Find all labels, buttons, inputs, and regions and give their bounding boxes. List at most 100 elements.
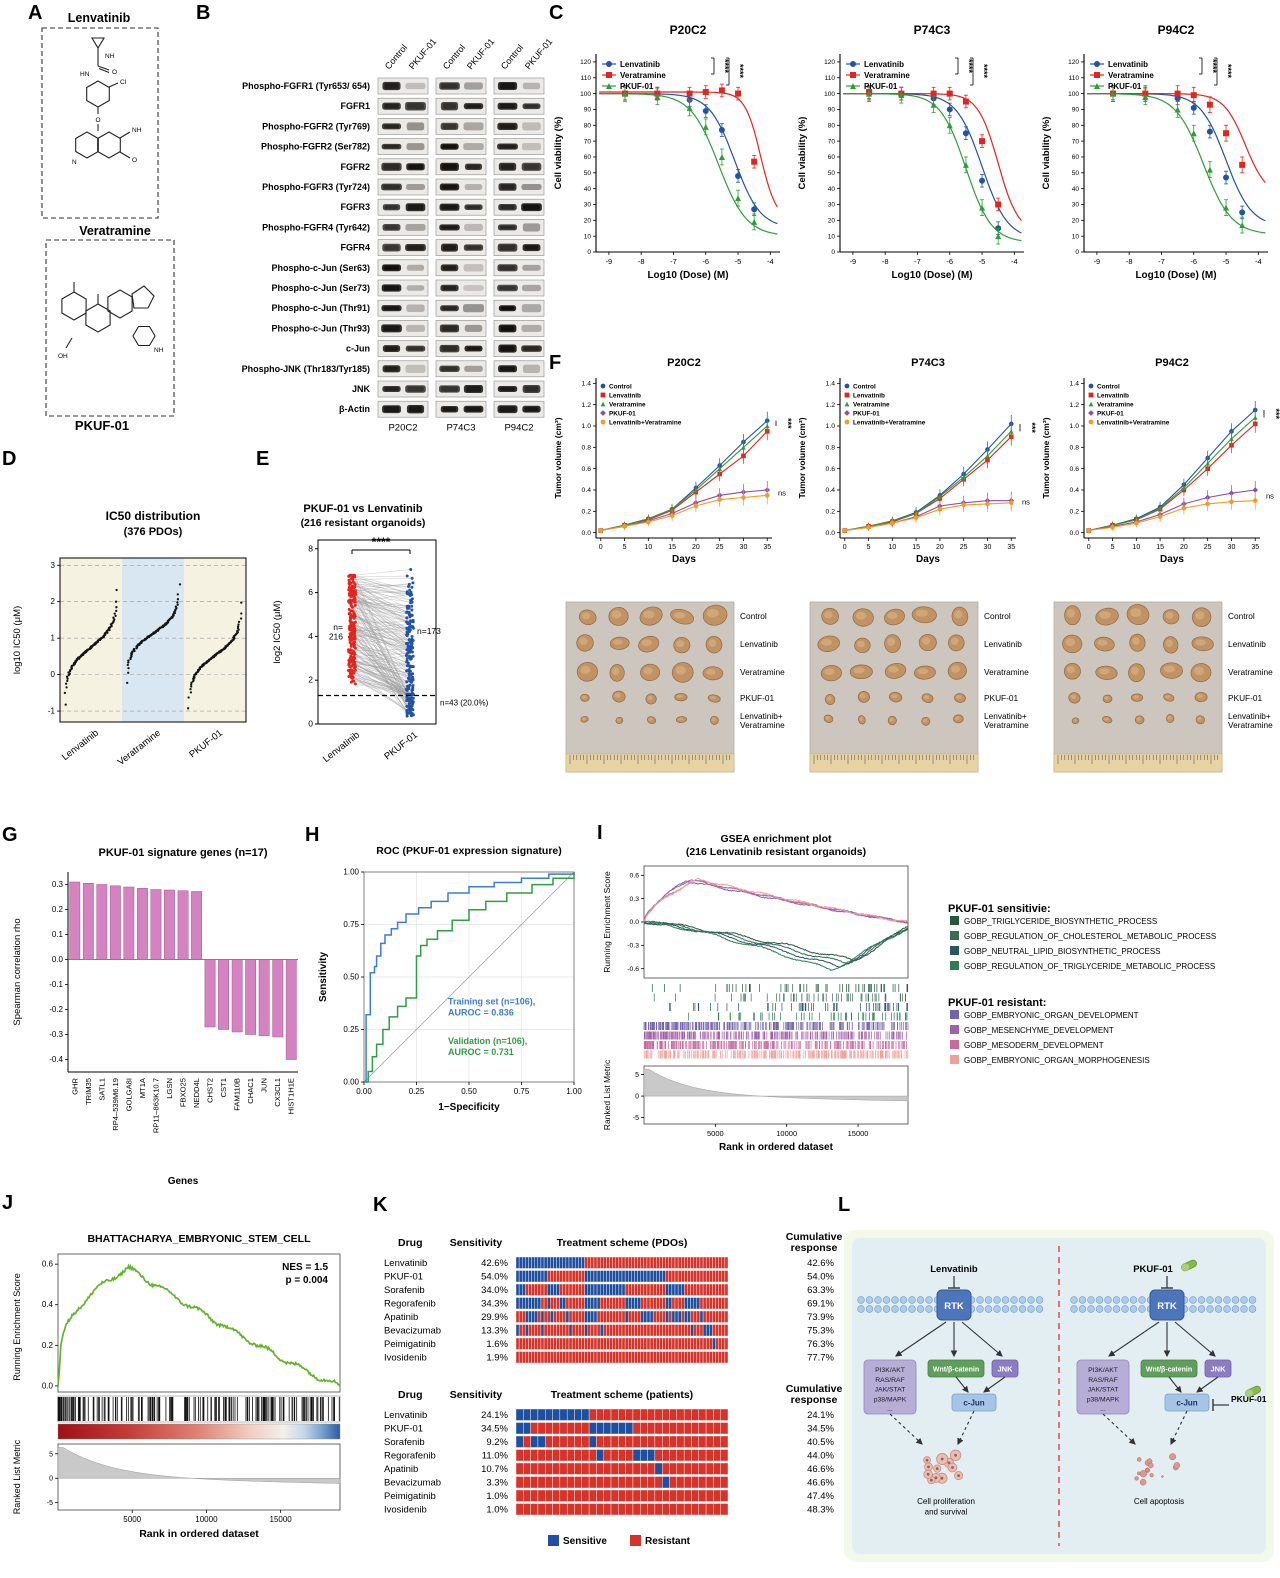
text: 20 — [1072, 218, 1080, 225]
blot-strip — [435, 400, 487, 418]
tumor-photo-1: Control Lenvatinib Veratramine PKUF-01 Lenva… — [809, 601, 1029, 773]
blot-band — [463, 304, 484, 313]
text: -1 — [48, 707, 56, 716]
text: 0 — [49, 1476, 53, 1483]
text: 1.00 — [343, 868, 359, 877]
text: 0.00 — [356, 1087, 372, 1096]
text: HN — [80, 71, 90, 78]
gene-label: RP4–539M6.19 — [111, 1078, 120, 1131]
legend-swatch — [950, 1055, 959, 1064]
text: 0 — [1075, 249, 1079, 256]
lane-header: PKUF-01 — [407, 37, 438, 72]
text: 3 — [51, 561, 56, 570]
pathway-line: RAS/RAF — [875, 1377, 904, 1384]
text: 1.0 — [826, 423, 836, 430]
gene-label: LGSN — [165, 1078, 174, 1099]
chart-title: IC50 distribution — [106, 509, 201, 523]
rtk-box — [1149, 1289, 1185, 1321]
legend-item: Control — [609, 384, 632, 391]
hit-ticks-row — [669, 1003, 908, 1011]
blot-band — [522, 284, 541, 292]
text: 10000 — [195, 1515, 218, 1524]
scatter-points-Veratramine — [126, 583, 182, 685]
text: -8 — [882, 257, 889, 266]
blot-strip — [377, 138, 429, 155]
bar — [285, 959, 297, 1060]
band — [122, 558, 184, 722]
gene-set-name: GOBP_REGULATION_OF_TRIGLYCERIDE_METABOLI… — [964, 962, 1215, 971]
text: 0.2 — [1070, 509, 1080, 516]
x-axis-label: Genes — [168, 1176, 199, 1187]
gene-label: CX3CL1 — [273, 1078, 282, 1107]
text: -6 — [946, 257, 953, 266]
text: 0.25 — [409, 1087, 425, 1096]
heatmap-row — [515, 1337, 729, 1350]
text: 10 — [584, 233, 592, 240]
jnk-label: JNK — [1210, 1365, 1226, 1374]
significance: *** — [783, 418, 793, 429]
text: 30 — [1228, 544, 1236, 551]
text: 5 — [635, 1072, 639, 1079]
x-axis-label: Rank in ordered dataset — [719, 1142, 834, 1153]
panel-label-c: C — [549, 2, 564, 24]
blot-strip — [493, 138, 545, 155]
text: 30 — [828, 202, 836, 209]
n-left: 216 — [329, 632, 343, 642]
text: -9 — [1094, 257, 1101, 266]
text: 0.8 — [582, 445, 592, 452]
text: -0.3 — [627, 943, 639, 950]
text: 20 — [1180, 544, 1188, 551]
auroc-validation: Validation (n=106), — [448, 1036, 527, 1046]
text: 15 — [912, 544, 920, 551]
col-header-scheme: Treatment scheme (PDOs) — [557, 1237, 688, 1249]
y-axis-label: log2 IC50 (μM) — [272, 600, 283, 663]
blot-strip — [377, 239, 429, 256]
legend-swatch — [950, 916, 959, 925]
text: 0.75 — [514, 1087, 530, 1096]
cjun-label: c-Jun — [1176, 1399, 1197, 1408]
legend-swatch — [950, 1025, 959, 1034]
heatmap-row — [515, 1256, 729, 1269]
significance: **** — [979, 64, 989, 79]
blot-strip — [435, 239, 487, 256]
text: 110 — [1069, 75, 1080, 82]
blot-strip — [493, 259, 545, 277]
hit-ticks-row — [688, 1012, 908, 1021]
text: 30 — [584, 202, 592, 209]
blot-strip — [377, 178, 429, 196]
text: N — [72, 159, 77, 166]
photo-row-label: PKUF-01 — [740, 693, 775, 703]
y-axis-label: Cell viability (%) — [797, 117, 808, 190]
photo-row-label: Veratramine — [984, 667, 1029, 677]
nes-annotation: NES = 1.5 — [282, 1262, 328, 1273]
photo-row-label: Lenvatinib+ — [740, 711, 783, 721]
blot-band — [522, 122, 541, 131]
text: 1.0 — [582, 423, 592, 430]
hit-ticks-row — [644, 1031, 908, 1040]
gene-label: TRIM35 — [84, 1078, 93, 1105]
text: 0 — [308, 719, 313, 729]
drug-name: Regorafenib — [384, 1451, 436, 1462]
significance: *** — [1027, 422, 1037, 433]
blot-strip — [377, 219, 429, 236]
heatmap-row — [515, 1270, 729, 1283]
text: 1.00 — [566, 1087, 582, 1096]
viability-subplot-P20C2: P20C2 0 10 20 30 40 50 60 70 80 90 100 110 120 -9 -8 -7 -… — [553, 23, 780, 281]
blot-strip — [435, 279, 487, 297]
text: 0.2 — [42, 1341, 54, 1350]
legend-swatch-resistant — [630, 1535, 641, 1546]
sensitivity-value: 1.9% — [486, 1353, 508, 1364]
blot-row-label: Phospho-c-Jun (Thr93) — [272, 323, 371, 333]
text: 120 — [1068, 59, 1079, 66]
ruler — [809, 753, 979, 773]
heatmap-row — [515, 1422, 729, 1435]
x-axis-label: Rank in ordered dataset — [139, 1528, 259, 1540]
lane-header: Control — [499, 43, 525, 72]
blot-strip — [435, 138, 487, 155]
pathway-line: JAK/STAT — [875, 1387, 906, 1394]
legend-item: PKUF-01 — [853, 411, 880, 418]
blot-strip — [435, 178, 487, 196]
gene-label: HIST1H1E — [287, 1078, 296, 1114]
sensitivity-value: 24.1% — [481, 1410, 508, 1421]
